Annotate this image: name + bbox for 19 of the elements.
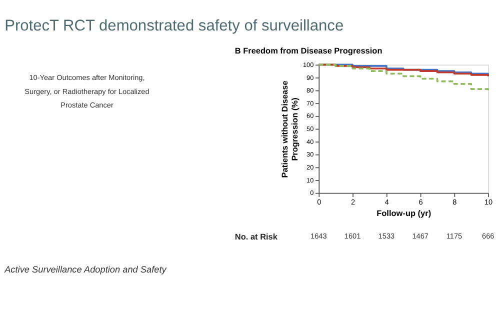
text: 666	[482, 232, 494, 241]
text: 1601	[344, 232, 361, 241]
x-tick-label: 8	[452, 197, 457, 206]
text: 1467	[412, 232, 428, 241]
x-tick-label: 4	[384, 197, 389, 206]
x-tick-label: 2	[350, 197, 356, 206]
text: Active Surveillance Adoption and Safety	[4, 264, 168, 275]
text: 1533	[378, 232, 395, 241]
chart-subtitle: B Freedom from Disease Progression	[234, 46, 382, 56]
text: No. at Risk	[234, 232, 278, 242]
text: ProtecT RCT demonstrated safety of surveillance	[4, 17, 344, 34]
x-axis-title: Follow-up (yr)	[376, 209, 432, 218]
text: 1175	[446, 232, 462, 241]
x-tick-label: 10	[484, 197, 493, 206]
text: 1643	[310, 232, 327, 241]
y-axis-title: Patients without Disease Progression (%)	[280, 80, 300, 178]
text: 10-Year Outcomes after Monitoring, Surgery, or Radiotherapy for Localized Prostate Cancer	[24, 73, 150, 110]
x-tick-label: 0	[317, 197, 322, 206]
x-tick-label: 6	[418, 197, 423, 206]
